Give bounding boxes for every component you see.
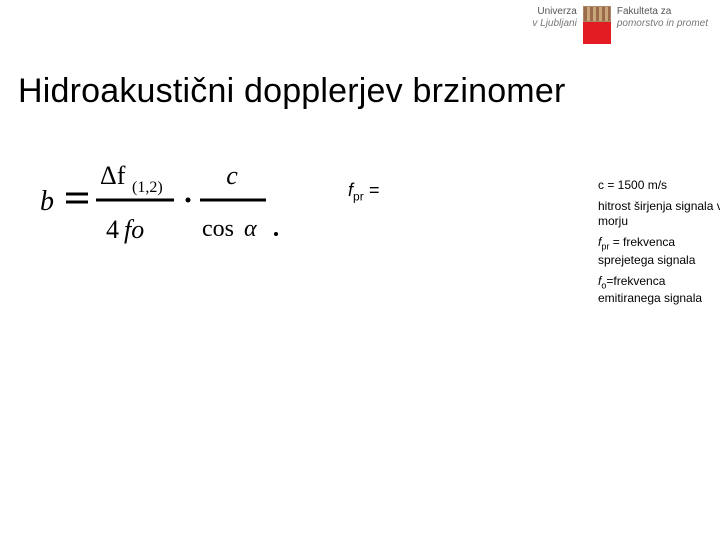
formula-c: c <box>226 161 238 190</box>
red-square-icon <box>583 22 611 44</box>
legend-hitrost: hitrost širjenja signala v morju <box>598 199 720 229</box>
legend-fo: fo=frekvenca emitiranega signala <box>598 274 720 307</box>
header-logo: Univerza v Ljubljani Fakulteta za pomors… <box>532 6 708 44</box>
formula-block: b Δf (1,2) 4 fo c cos α <box>40 150 300 260</box>
legend-block: c = 1500 m/s hitrost širjenja signala v … <box>598 178 720 312</box>
formula-svg: b Δf (1,2) 4 fo c cos α <box>40 150 300 260</box>
header-pomorstvo: pomorstvo in promet <box>617 18 708 29</box>
formula-dot-icon <box>186 198 191 203</box>
legend-fpr-rest: = frekvenca sprejetega signala <box>598 235 695 267</box>
header-right-text: Fakulteta za pomorstvo in promet <box>617 6 708 29</box>
fpr-eq: = <box>364 180 380 200</box>
header-fakulteta: Fakulteta za <box>617 6 671 17</box>
fpr-sub: pr <box>353 190 364 204</box>
header-univerza: Univerza <box>537 6 576 17</box>
legend-c: c = 1500 m/s <box>598 178 720 193</box>
university-crest-icon <box>583 6 611 44</box>
formula-period-icon <box>274 232 278 236</box>
page-title: Hidroakustični dopplerjev brzinomer <box>18 72 565 111</box>
formula-4: 4 <box>106 215 119 244</box>
crest-icon <box>583 6 611 22</box>
formula-delta-sub: (1,2) <box>132 179 163 196</box>
formula-delta-f: Δf <box>100 161 126 190</box>
fpr-expression: fpr = <box>348 180 379 204</box>
header-ljubljani: v Ljubljani <box>532 18 576 29</box>
formula-alpha: α <box>244 216 257 242</box>
formula-fo: fo <box>124 215 144 244</box>
header-left-text: Univerza v Ljubljani <box>532 6 576 29</box>
legend-fpr: fpr = frekvenca sprejetega signala <box>598 235 720 268</box>
formula-lhs: b <box>40 186 54 217</box>
formula-cos: cos <box>202 216 234 242</box>
legend-fo-rest: =frekvenca emitiranega signala <box>598 274 702 306</box>
